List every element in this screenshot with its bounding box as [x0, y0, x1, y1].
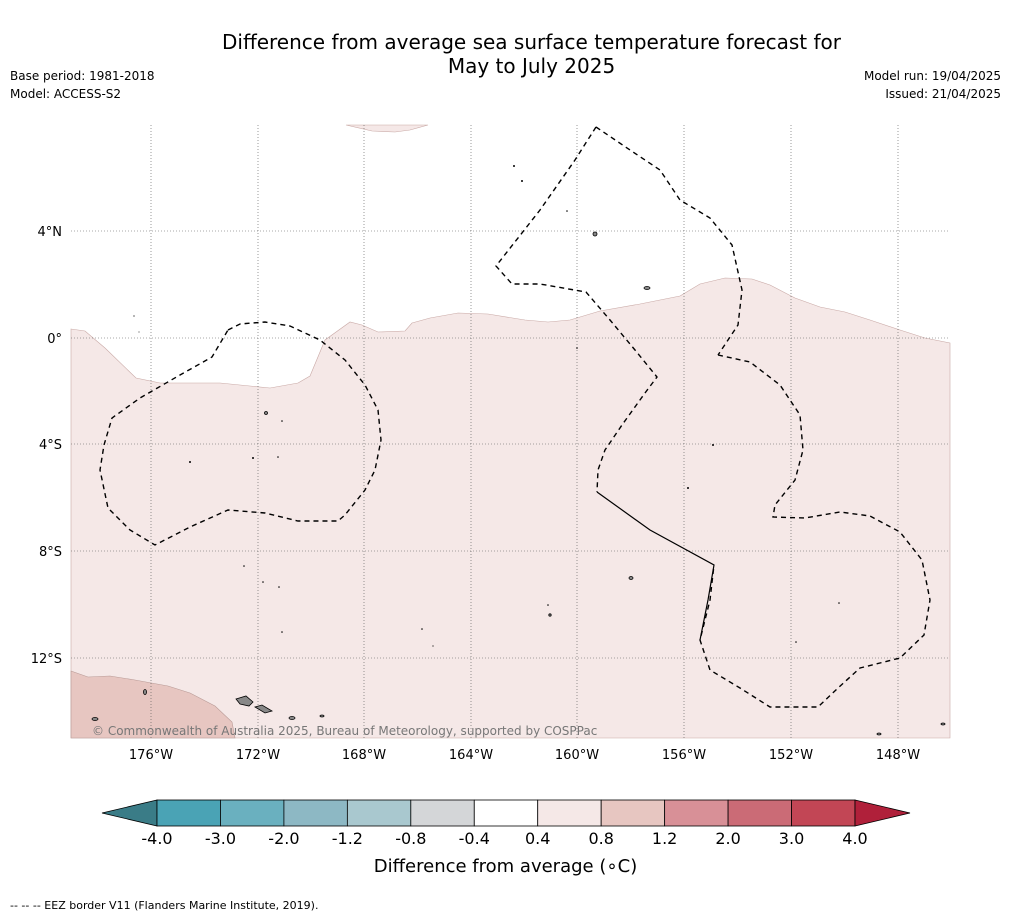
page-title: Difference from average sea surface temp… [0, 30, 1011, 78]
colorbar-box-3 [346, 799, 412, 827]
anomaly-region-0.4-0.8 [70, 277, 951, 739]
colorbar-box-4 [410, 799, 475, 827]
island-phoenix-1 [264, 411, 268, 415]
colorbar-tick-label: -4.0 [141, 829, 173, 848]
colorbar-box-0 [156, 799, 221, 827]
colorbar-tick-label: 0.4 [524, 829, 551, 848]
colorbar-box-5 [473, 799, 539, 827]
meta-right: Model run: 19/04/2025 Issued: 21/04/2025 [864, 67, 1001, 103]
issued-date: Issued: 21/04/2025 [885, 87, 1001, 101]
lat-label-4s: 4°S [39, 438, 62, 453]
model-run: Model run: 19/04/2025 [863, 69, 1001, 83]
island-penrhyn [548, 613, 552, 617]
title-line-2: May to July 2025 [447, 54, 616, 78]
colorbar-extend-low [101, 799, 158, 827]
colorbar-tick-label: -0.8 [395, 829, 427, 848]
colorbar-tick-label: 0.8 [588, 829, 614, 848]
island-tutuila [288, 716, 296, 720]
meta-left: Base period: 1981-2018 Model: ACCESS-S2 [10, 67, 155, 103]
lat-label-4n: 4°N [38, 225, 63, 240]
colorbar-tick-label: -2.0 [268, 829, 300, 848]
atolls [133, 165, 840, 647]
colorbar-label-text: Difference from average ( [373, 856, 607, 877]
colorbar-box-10 [791, 799, 856, 827]
colorbar-tick-label: 4.0 [842, 829, 868, 848]
colorbar-box-9 [727, 799, 792, 827]
lon-label-164w: 164°W [449, 748, 493, 763]
island-wallis [143, 689, 147, 695]
map-gridlines [71, 125, 950, 738]
colorbar-tick-label: -0.4 [458, 829, 490, 848]
colorbar-box-8 [664, 799, 729, 827]
colorbar-label-unit: ∘C [606, 856, 631, 877]
colorbar-box-7 [600, 799, 666, 827]
colorbar-tick-label: 1.2 [651, 829, 678, 848]
colorbar-box-1 [220, 799, 285, 827]
title-line-1: Difference from average sea surface temp… [221, 30, 841, 54]
anomaly-region-0.8-1.2 [70, 670, 236, 739]
colorbar-tick-label: 3.0 [778, 829, 805, 848]
eez-border-kiribati-gilbert [99, 321, 382, 546]
colorbar-box-2 [283, 799, 348, 827]
lon-label-152w: 152°W [769, 748, 813, 763]
colorbar-box-6 [537, 799, 602, 827]
base-period: Base period: 1981-2018 [10, 69, 155, 83]
colorbar-tick-label: 2.0 [715, 829, 741, 848]
island-caroline [628, 576, 634, 580]
lat-label-8s: 8°S [39, 545, 62, 560]
island-line-north [643, 286, 651, 290]
anomaly-patch-north [345, 124, 429, 133]
islands [91, 231, 946, 736]
lat-label-0: 0° [47, 332, 62, 347]
colorbar-extend-high [854, 799, 911, 827]
eez-solid-border [596, 491, 715, 641]
colorbar-boxes [101, 799, 911, 827]
eez-border-kiribati-line-north [595, 126, 743, 356]
lat-label-12s: 12°S [31, 652, 62, 667]
island-futuna [91, 717, 99, 721]
island-samoa-savaii [254, 704, 273, 714]
eez-footnote: -- -- -- EEZ border V11 (Flanders Marine… [10, 899, 319, 912]
island-samoa-upolu [235, 695, 254, 707]
lon-label-176w: 176°W [129, 748, 173, 763]
eez-borders [99, 126, 931, 708]
island-cook-south [876, 732, 882, 736]
eez-border-cook-islands [699, 354, 931, 708]
copyright-notice: © Commonwealth of Australia 2025, Bureau… [92, 724, 598, 738]
island-cook-east [940, 722, 946, 726]
lon-label-156w: 156°W [662, 748, 706, 763]
lon-label-168w: 168°W [342, 748, 386, 763]
lon-label-160w: 160°W [555, 748, 599, 763]
island-manua [319, 714, 325, 718]
island-kiritimati [592, 231, 598, 237]
colorbar-tick-label: -3.0 [204, 829, 237, 848]
lon-label-148w: 148°W [876, 748, 920, 763]
colorbar-tick-label: -1.2 [331, 829, 363, 848]
colorbar-label: Difference from average (∘C) [373, 856, 638, 877]
model-name: Model: ACCESS-S2 [10, 87, 122, 101]
eez-border-phoenix [495, 126, 658, 493]
forecast-map: 4°N 0° 4°S 8°S 12°S 176°W 172°W 168°W 16… [31, 124, 951, 763]
lon-label-172w: 172°W [236, 748, 280, 763]
